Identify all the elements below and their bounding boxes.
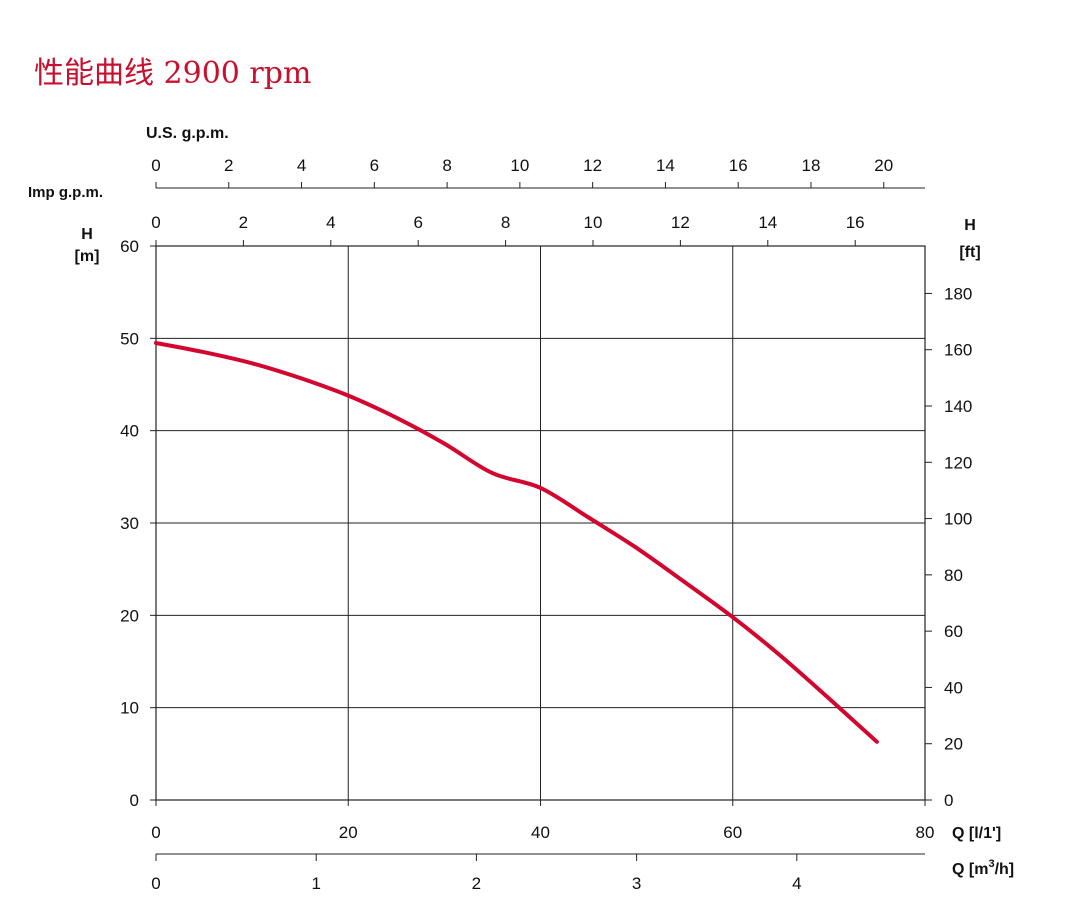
top-us-tick-label: 12 bbox=[583, 156, 602, 175]
x2-tick-label: 2 bbox=[472, 874, 481, 893]
top-us-tick-label: 4 bbox=[297, 156, 306, 175]
top-us-axis-label: U.S. g.p.m. bbox=[146, 125, 229, 142]
x2-tick-label: 1 bbox=[311, 874, 320, 893]
y2-tick-label: 0 bbox=[944, 791, 953, 810]
y-axis-label: H bbox=[81, 226, 93, 243]
top-imp-tick-label: 12 bbox=[671, 213, 690, 232]
y2-tick-label: 140 bbox=[944, 397, 972, 416]
page-title: 性能曲线 2900 rpm bbox=[34, 56, 312, 91]
y-tick-label: 0 bbox=[130, 791, 139, 810]
x2-tick-label: 0 bbox=[151, 874, 160, 893]
y2-tick-label: 160 bbox=[944, 341, 972, 360]
top-imp-tick-label: 14 bbox=[758, 213, 777, 232]
top-imp-tick-label: 4 bbox=[326, 213, 335, 232]
y-tick-label: 20 bbox=[120, 606, 139, 625]
top-imp-tick-label: 0 bbox=[151, 213, 160, 232]
x-tick-label: 40 bbox=[531, 823, 550, 842]
y-tick-label: 40 bbox=[120, 422, 139, 441]
x2-tick-label: 3 bbox=[632, 874, 641, 893]
x2-axis-label: Q [m3/h] bbox=[952, 858, 1014, 878]
top-us-tick-label: 8 bbox=[442, 156, 451, 175]
y2-tick-label: 20 bbox=[944, 735, 963, 754]
top-imp-tick-label: 6 bbox=[413, 213, 422, 232]
top-us-tick-label: 2 bbox=[224, 156, 233, 175]
x2-axis-label-superscript: 3 bbox=[988, 858, 994, 870]
x-tick-label: 60 bbox=[723, 823, 742, 842]
y2-tick-label: 180 bbox=[944, 284, 972, 303]
y-tick-label: 60 bbox=[120, 237, 139, 256]
top-us-tick-label: 20 bbox=[874, 156, 893, 175]
y-axis-unit: [m] bbox=[75, 248, 100, 265]
top-imp-axis-label: Imp g.p.m. bbox=[28, 184, 103, 201]
top-imp-tick-label: 8 bbox=[501, 213, 510, 232]
top-us-tick-label: 6 bbox=[370, 156, 379, 175]
y2-tick-label: 100 bbox=[944, 510, 972, 529]
top-imp-tick-label: 10 bbox=[584, 213, 603, 232]
top-us-tick-label: 0 bbox=[151, 156, 160, 175]
top-us-tick-label: 10 bbox=[510, 156, 529, 175]
y2-axis-label: H bbox=[964, 217, 976, 234]
y-tick-label: 50 bbox=[120, 329, 139, 348]
x2-axis-label-base: Q [m bbox=[952, 861, 988, 878]
top-imp-tick-label: 16 bbox=[846, 213, 865, 232]
x-tick-label: 20 bbox=[339, 823, 358, 842]
x-tick-label: 80 bbox=[916, 823, 935, 842]
top-us-tick-label: 14 bbox=[656, 156, 675, 175]
top-us-tick-label: 16 bbox=[729, 156, 748, 175]
top-us-tick-label: 18 bbox=[802, 156, 821, 175]
y-tick-label: 30 bbox=[120, 514, 139, 533]
y2-axis-unit: [ft] bbox=[959, 244, 980, 261]
performance-curve bbox=[154, 341, 879, 744]
x2-tick-label: 4 bbox=[792, 874, 801, 893]
x-axis-label: Q [l/1'] bbox=[952, 825, 1001, 842]
y2-tick-label: 80 bbox=[944, 566, 963, 585]
x2-axis-label-tail: /h] bbox=[995, 861, 1015, 878]
y-tick-label: 10 bbox=[120, 699, 139, 718]
y2-tick-label: 120 bbox=[944, 453, 972, 472]
top-imp-tick-label: 2 bbox=[239, 213, 248, 232]
y2-tick-label: 60 bbox=[944, 622, 963, 641]
x-tick-label: 0 bbox=[151, 823, 160, 842]
y2-tick-label: 40 bbox=[944, 678, 963, 697]
